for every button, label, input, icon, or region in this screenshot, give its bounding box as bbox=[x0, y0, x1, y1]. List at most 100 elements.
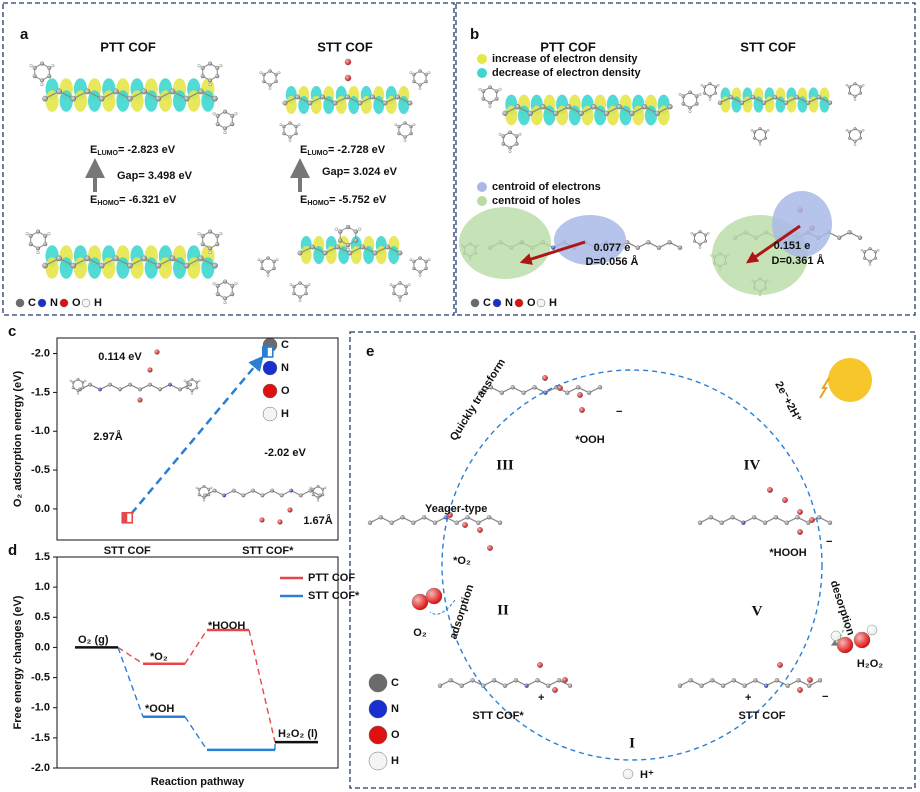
orbital-lobe bbox=[172, 257, 187, 279]
atom-label: C bbox=[391, 677, 399, 689]
atom-shine bbox=[418, 83, 422, 87]
atom-shine bbox=[578, 110, 584, 116]
atom-shine bbox=[481, 97, 486, 101]
atom-shine bbox=[806, 520, 811, 525]
annotation: O₂ (g) bbox=[78, 634, 109, 646]
legend-text: decrease of electron density bbox=[492, 67, 641, 79]
legend-text: centroid of electrons bbox=[492, 181, 601, 193]
title: PTT COF bbox=[100, 39, 156, 54]
atom-shine bbox=[230, 122, 235, 127]
atom-shine bbox=[478, 87, 482, 91]
atom-shine bbox=[427, 71, 431, 74]
atom-label: O bbox=[527, 297, 536, 309]
atom-shine bbox=[703, 91, 706, 95]
value-label: 0.114 eV bbox=[98, 351, 142, 363]
atom-shine bbox=[298, 295, 302, 299]
atom-shine bbox=[510, 385, 515, 390]
orbital-lobe bbox=[298, 96, 310, 114]
atom-shine bbox=[338, 229, 343, 234]
legend-label: STT COF* bbox=[308, 590, 360, 602]
atom-label: N bbox=[50, 297, 58, 309]
atom-shine bbox=[714, 91, 717, 95]
atom-shine bbox=[403, 121, 407, 125]
species: *OOH bbox=[575, 434, 604, 446]
atom-shine bbox=[308, 488, 313, 493]
atom-shine bbox=[795, 515, 800, 520]
atom-shine bbox=[690, 232, 693, 235]
atom-shine bbox=[394, 123, 398, 126]
atom-shine bbox=[418, 256, 422, 260]
atom-shine bbox=[360, 244, 365, 250]
orbital-lobe bbox=[45, 90, 59, 112]
atom-swatch bbox=[262, 383, 278, 399]
subscript: HOMO bbox=[97, 200, 119, 207]
atom-shine bbox=[208, 83, 212, 86]
orbital-lobe bbox=[201, 90, 215, 112]
atom-shine bbox=[543, 390, 548, 395]
step-numeral: IV bbox=[744, 457, 761, 473]
atom-shine bbox=[169, 255, 176, 262]
orbital-lobe bbox=[73, 257, 88, 279]
charge-transfer: 0.151 e bbox=[774, 240, 811, 252]
atom-shine bbox=[128, 382, 132, 387]
atom-shine bbox=[494, 89, 499, 93]
atom-shine bbox=[642, 104, 648, 110]
atom-shine bbox=[784, 520, 789, 525]
atom-shine bbox=[699, 683, 704, 688]
atom-shine bbox=[370, 94, 375, 100]
atom-shine bbox=[155, 95, 161, 102]
plot-frame bbox=[56, 556, 339, 769]
atom-shine bbox=[524, 683, 529, 688]
orbital-lobe bbox=[325, 246, 337, 264]
atom-shine bbox=[868, 259, 872, 263]
panel-label: b bbox=[470, 26, 479, 43]
molecule-art: + + − − − bbox=[25, 58, 880, 780]
atom-shine bbox=[197, 487, 201, 491]
atom-shine bbox=[345, 59, 351, 65]
atom-shine bbox=[231, 488, 236, 493]
atom-shine bbox=[398, 295, 402, 299]
atom-shine bbox=[424, 72, 428, 77]
atom-shine bbox=[154, 349, 160, 355]
atom-shine bbox=[215, 233, 220, 238]
atom-shine bbox=[310, 244, 315, 250]
atom-shine bbox=[346, 225, 350, 229]
atom-shine bbox=[392, 291, 396, 296]
step-label: Quickly transform bbox=[448, 357, 508, 443]
atom-shine bbox=[268, 83, 272, 87]
orbital-lobe bbox=[158, 257, 173, 279]
connector bbox=[117, 646, 144, 665]
orbital-lobe bbox=[517, 105, 531, 126]
atom-shine bbox=[76, 378, 80, 381]
atom-label: O bbox=[72, 297, 81, 309]
trend-arrow bbox=[130, 355, 264, 515]
atom-shine bbox=[488, 85, 492, 89]
atom-shine bbox=[535, 678, 540, 683]
orbital-lobe bbox=[581, 105, 594, 126]
atom-shine bbox=[740, 100, 744, 105]
annotation: H₂O₂ (l) bbox=[278, 728, 318, 740]
atom-shine bbox=[219, 232, 223, 236]
orbital-lobe bbox=[45, 257, 59, 279]
annotation: *OOH bbox=[145, 703, 174, 715]
y-tick-label: -0.5 bbox=[31, 671, 50, 683]
atom-shine bbox=[36, 246, 40, 251]
plot-frame bbox=[56, 337, 339, 541]
atom-shine bbox=[274, 79, 278, 84]
atom-shine bbox=[84, 379, 87, 382]
atom-shine bbox=[721, 683, 726, 688]
annotation: *O₂ bbox=[150, 651, 168, 663]
atom-shine bbox=[195, 486, 198, 489]
atom-shine bbox=[763, 520, 767, 525]
atom-shine bbox=[565, 390, 570, 395]
atom-shine bbox=[751, 95, 755, 100]
atom-shine bbox=[521, 390, 526, 395]
x-axis-label: Reaction pathway bbox=[151, 776, 245, 788]
atom-shine bbox=[797, 509, 803, 515]
atom-shine bbox=[508, 150, 512, 153]
atom-shine bbox=[32, 74, 37, 79]
orbital-lobe bbox=[363, 246, 375, 264]
atom-shine bbox=[43, 242, 48, 247]
atom-shine bbox=[297, 250, 303, 256]
atom-shine bbox=[321, 493, 325, 497]
